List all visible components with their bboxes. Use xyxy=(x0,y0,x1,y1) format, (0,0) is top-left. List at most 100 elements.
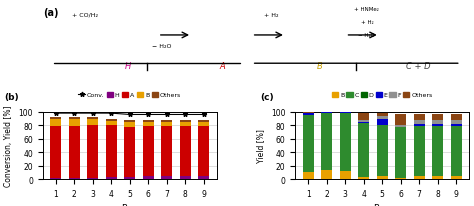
Bar xyxy=(339,112,351,114)
Bar xyxy=(50,178,61,179)
Bar xyxy=(432,124,443,126)
Bar xyxy=(395,115,406,125)
Bar xyxy=(69,126,80,178)
Bar xyxy=(161,120,173,122)
Bar xyxy=(87,118,98,120)
Y-axis label: Conversion, Yield [%]: Conversion, Yield [%] xyxy=(4,105,13,186)
X-axis label: Run: Run xyxy=(374,203,391,206)
Text: + H₂: + H₂ xyxy=(361,20,373,25)
Bar xyxy=(124,122,135,128)
Bar xyxy=(358,120,369,122)
Text: − H₂O: − H₂O xyxy=(152,44,172,49)
Bar xyxy=(358,122,369,124)
Bar xyxy=(451,124,462,126)
Bar xyxy=(432,126,443,177)
Bar xyxy=(198,120,210,122)
Text: + H₂: + H₂ xyxy=(264,13,278,18)
Bar xyxy=(161,126,173,176)
Bar xyxy=(180,126,191,176)
Y-axis label: Yield [%]: Yield [%] xyxy=(256,129,265,163)
Conv. xyxy=(182,114,188,116)
Bar xyxy=(50,126,61,178)
Bar xyxy=(143,176,154,179)
Text: + CO/H₂: + CO/H₂ xyxy=(73,13,98,18)
Text: − H₂O: − H₂O xyxy=(358,33,375,37)
Bar xyxy=(358,124,369,177)
Bar xyxy=(432,115,443,120)
Bar xyxy=(377,126,388,176)
Bar xyxy=(50,120,61,126)
Bar xyxy=(87,120,98,126)
Conv. xyxy=(71,112,77,115)
Bar xyxy=(432,120,443,124)
Bar xyxy=(106,119,117,121)
Conv. xyxy=(109,112,114,115)
X-axis label: Run: Run xyxy=(121,203,138,206)
Bar xyxy=(198,122,210,126)
Bar xyxy=(339,114,351,171)
Bar xyxy=(124,120,135,122)
Bar xyxy=(161,176,173,179)
Bar xyxy=(377,119,388,126)
Bar xyxy=(198,176,210,179)
Bar xyxy=(414,126,425,177)
Bar xyxy=(198,126,210,176)
Text: C + D: C + D xyxy=(406,62,430,71)
Line: Conv.: Conv. xyxy=(53,111,206,117)
Text: + HNMe₂: + HNMe₂ xyxy=(355,7,379,12)
Text: A: A xyxy=(219,62,225,71)
Bar xyxy=(143,126,154,176)
Bar xyxy=(377,117,388,119)
Bar xyxy=(451,126,462,177)
Text: (b): (b) xyxy=(4,92,19,101)
Bar xyxy=(143,122,154,126)
Bar xyxy=(377,176,388,179)
Text: B: B xyxy=(317,62,323,71)
Bar xyxy=(69,120,80,126)
Bar xyxy=(414,177,425,179)
Conv. xyxy=(164,114,170,116)
Bar xyxy=(180,120,191,122)
Bar xyxy=(161,122,173,126)
Bar xyxy=(339,171,351,179)
Bar xyxy=(451,120,462,124)
Bar xyxy=(302,110,314,114)
Bar xyxy=(302,172,314,179)
Bar xyxy=(180,176,191,179)
Bar xyxy=(358,114,369,120)
Bar xyxy=(69,178,80,179)
Bar xyxy=(395,127,406,128)
Bar xyxy=(395,128,406,178)
Bar xyxy=(69,118,80,120)
Bar xyxy=(106,126,117,177)
Bar xyxy=(321,108,332,111)
Conv. xyxy=(127,114,133,116)
Bar xyxy=(124,177,135,179)
Bar xyxy=(451,115,462,120)
Bar xyxy=(451,177,462,179)
Text: H: H xyxy=(125,62,131,71)
Conv. xyxy=(90,112,96,115)
Bar xyxy=(414,124,425,126)
Bar xyxy=(395,178,406,179)
Bar xyxy=(50,118,61,120)
Bar xyxy=(87,126,98,178)
Conv. xyxy=(53,112,58,115)
Text: (c): (c) xyxy=(260,92,274,101)
Bar xyxy=(124,128,135,177)
Legend: Conv., H, A, B, Others: Conv., H, A, B, Others xyxy=(76,90,183,100)
Bar xyxy=(321,111,332,114)
Text: (a): (a) xyxy=(43,8,58,18)
Bar xyxy=(321,114,332,171)
Legend: B, C, D, E, F, Others: B, C, D, E, F, Others xyxy=(329,90,435,100)
Conv. xyxy=(146,114,151,116)
Bar xyxy=(358,177,369,179)
Bar xyxy=(143,120,154,122)
Bar xyxy=(106,121,117,126)
Conv. xyxy=(201,114,207,116)
Bar xyxy=(106,177,117,179)
Bar xyxy=(87,178,98,179)
Bar xyxy=(414,115,425,120)
Bar xyxy=(395,125,406,127)
Bar xyxy=(321,171,332,179)
